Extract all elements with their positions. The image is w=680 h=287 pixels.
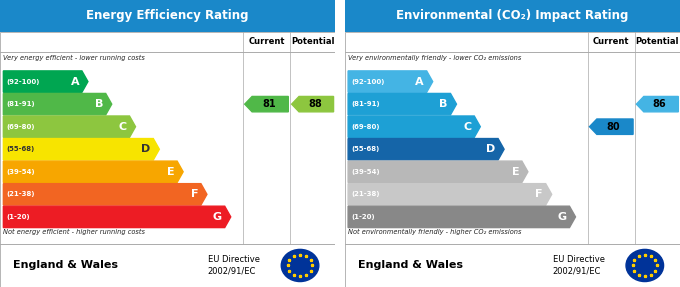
Text: 80: 80 [607,122,620,132]
Polygon shape [3,184,207,205]
Polygon shape [3,161,183,183]
Text: C: C [119,122,127,132]
Text: 86: 86 [653,99,666,109]
Text: (81-91): (81-91) [352,101,380,107]
Text: Potential: Potential [636,37,679,46]
Text: Environmental (CO₂) Impact Rating: Environmental (CO₂) Impact Rating [396,9,628,22]
Bar [0,32,335,52]
Text: 81: 81 [262,99,275,109]
Text: Very energy efficient - lower running costs: Very energy efficient - lower running co… [3,55,146,61]
Text: EU Directive
2002/91/EC: EU Directive 2002/91/EC [553,255,605,276]
Text: A: A [71,77,79,87]
Bar [345,244,680,287]
Text: (1-20): (1-20) [7,214,31,220]
Text: G: G [558,212,567,222]
Text: 88: 88 [308,99,322,109]
Text: (39-54): (39-54) [352,169,380,175]
Bar [345,52,680,244]
Polygon shape [348,71,432,92]
Polygon shape [3,94,112,115]
Polygon shape [348,161,528,183]
Polygon shape [3,116,135,137]
Text: Very environmentally friendly - lower CO₂ emissions: Very environmentally friendly - lower CO… [348,55,522,61]
Polygon shape [3,139,159,160]
Polygon shape [348,184,551,205]
Text: F: F [535,189,543,199]
Polygon shape [348,206,575,228]
Text: (21-38): (21-38) [352,191,380,197]
Text: (55-68): (55-68) [7,146,35,152]
Circle shape [282,249,319,282]
Polygon shape [348,94,456,115]
Text: England & Wales: England & Wales [358,261,463,270]
Text: (92-100): (92-100) [352,79,385,85]
Text: (39-54): (39-54) [7,169,35,175]
Text: B: B [439,99,447,109]
Text: Current: Current [593,37,630,46]
Text: (1-20): (1-20) [352,214,375,220]
Text: Potential: Potential [291,37,335,46]
Text: E: E [167,167,175,177]
Polygon shape [3,206,231,228]
Polygon shape [590,119,633,134]
Bar [0,244,335,287]
Text: D: D [486,144,496,154]
Bar [0,0,335,32]
Text: Not energy efficient - higher running costs: Not energy efficient - higher running co… [3,229,146,235]
Text: F: F [190,189,199,199]
Text: EU Directive
2002/91/EC: EU Directive 2002/91/EC [208,255,260,276]
Text: Not environmentally friendly - higher CO₂ emissions: Not environmentally friendly - higher CO… [348,229,522,235]
Text: A: A [415,77,424,87]
Circle shape [626,249,664,282]
Text: B: B [95,99,103,109]
Text: Energy Efficiency Rating: Energy Efficiency Rating [86,9,249,22]
Text: (69-80): (69-80) [7,124,35,130]
Text: (69-80): (69-80) [352,124,380,130]
Text: E: E [511,167,520,177]
Polygon shape [292,96,334,112]
Text: (92-100): (92-100) [7,79,40,85]
Polygon shape [348,116,480,137]
Text: (55-68): (55-68) [352,146,379,152]
Polygon shape [348,139,504,160]
Text: England & Wales: England & Wales [14,261,118,270]
Text: (81-91): (81-91) [7,101,35,107]
Text: C: C [464,122,472,132]
Text: (21-38): (21-38) [7,191,35,197]
Bar [345,0,680,32]
Text: D: D [141,144,151,154]
Bar [345,32,680,52]
Polygon shape [3,71,88,92]
Text: Current: Current [248,37,285,46]
Polygon shape [636,96,679,112]
Text: G: G [213,212,222,222]
Bar [0,52,335,244]
Polygon shape [245,96,288,112]
